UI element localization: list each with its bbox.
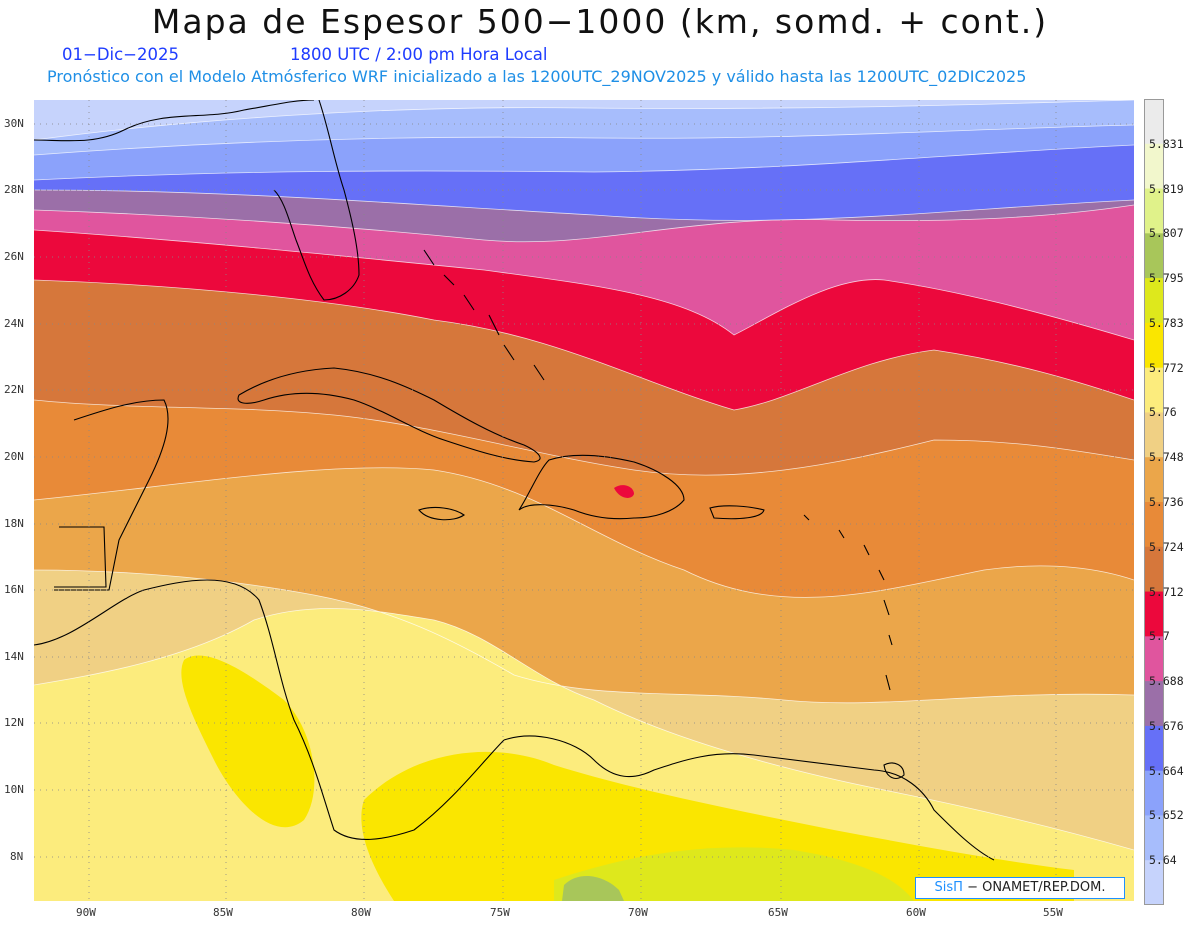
colorbar-label: 5.688 [1149,674,1184,689]
band-5783-central [181,655,315,828]
colorbar-label: 5.807 [1149,226,1184,241]
colorbar-swatch [1144,188,1164,234]
thickness-map [34,100,1134,901]
colorbar-label: 5.831 [1149,136,1184,151]
lat-label-28n: 28N [4,183,24,196]
hispaniola-coast [518,454,685,520]
trinidad-coast [883,762,905,779]
lesser-antilles [803,514,893,691]
colorbar-label: 5.724 [1149,539,1184,554]
lon-label-65w: 65W [768,906,788,919]
belize-border [54,526,107,588]
hispaniola-blob [614,485,634,498]
cuba-coast [237,367,541,463]
colorbar-swatch [1144,322,1164,369]
colorbar-swatch [1144,412,1164,458]
valid-time: 1800 UTC / 2:00 pm Hora Local [290,45,548,64]
colorbar-label: 5.7 [1149,629,1170,644]
lat-label-8n: 8N [10,850,24,863]
colorbar-label: 5.783 [1149,315,1184,330]
jamaica-coast [418,506,465,521]
florida-coast [34,100,360,301]
lat-label-16n: 16N [4,583,24,596]
coastlines [34,100,995,861]
colorbar-swatch [1144,636,1164,682]
colorbar [1144,99,1164,905]
central-america-coast [34,579,505,840]
lat-label-14n: 14N [4,650,24,663]
colorbar-label: 5.652 [1149,808,1184,823]
lat-label-30n: 30N [4,117,24,130]
colorbar-swatch [1144,457,1164,503]
colorbar-swatch [1144,725,1164,772]
colorbar-frame [1144,99,1164,905]
lon-label-90w: 90W [76,906,96,919]
lat-label-20n: 20N [4,450,24,463]
colorbar-label: 5.664 [1149,763,1184,778]
bahamas-coast [423,249,545,381]
south-america-coast [503,735,995,861]
lat-label-22n: 22N [4,383,24,396]
colorbar-swatch [1144,770,1164,816]
colorbar-swatch [1144,681,1164,727]
band-5772 [34,608,1134,901]
lat-label-24n: 24N [4,317,24,330]
valid-date: 01−Dic−2025 [62,45,179,64]
colorbar-swatch [1144,99,1164,145]
lat-label-10n: 10N [4,783,24,796]
lon-label-55w: 55W [1043,906,1063,919]
forecast-info: Pronóstico con el Modelo Atmósferico WRF… [47,67,1027,86]
colorbar-swatch [1144,143,1164,190]
colorbar-label: 5.819 [1149,181,1184,196]
colorbar-swatch [1144,815,1164,861]
lon-label-70w: 70W [628,906,648,919]
credit-brand: SisΠ [934,880,963,895]
colorbar-swatch [1144,502,1164,548]
colorbar-label: 5.712 [1149,584,1184,599]
puerto-rico-coast [709,505,765,520]
lon-label-85w: 85W [213,906,233,919]
lat-label-26n: 26N [4,250,24,263]
band-5807 [562,875,624,901]
colorbar-swatch [1144,233,1164,279]
colorbar-swatch [1144,278,1164,324]
lon-label-60w: 60W [906,906,926,919]
colorbar-label: 5.676 [1149,718,1184,733]
colorbar-label: 5.76 [1149,405,1177,420]
yucatan-coast [54,399,169,591]
lat-label-18n: 18N [4,517,24,530]
band-5783-south [361,751,1074,901]
colorbar-label: 5.748 [1149,450,1184,465]
lon-label-80w: 80W [351,906,371,919]
colorbar-swatch [1144,860,1164,905]
colorbar-label: 5.64 [1149,853,1177,868]
credit-text: − ONAMET/REP.DOM. [967,880,1106,895]
colorbar-swatch [1144,546,1164,593]
colorbar-swatch [1144,367,1164,413]
colorbar-label: 5.772 [1149,360,1184,375]
lat-label-12n: 12N [4,716,24,729]
band-5795 [554,847,914,901]
credit-box: SisΠ − ONAMET/REP.DOM. [915,877,1125,899]
colorbar-label: 5.795 [1149,271,1184,286]
lon-label-75w: 75W [490,906,510,919]
colorbar-swatch [1144,591,1164,637]
map-title: Mapa de Espesor 500−1000 (km, somd. + co… [151,2,1049,41]
colorbar-label: 5.736 [1149,495,1184,509]
